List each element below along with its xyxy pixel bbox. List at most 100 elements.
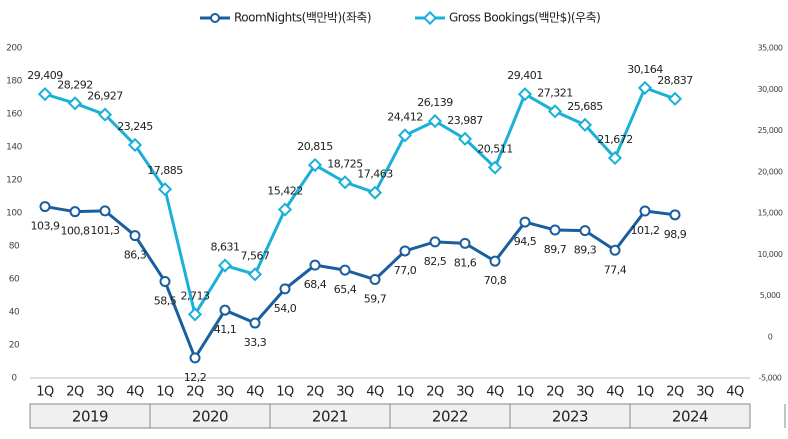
data-label: 23,987 [447, 114, 483, 127]
point [37, 87, 53, 102]
data-label: 27,321 [537, 86, 573, 99]
data-label: 58,5 [154, 294, 177, 307]
point [309, 259, 321, 271]
point [459, 237, 471, 249]
data-label: 8,631 [211, 241, 240, 254]
data-label: 20,511 [477, 143, 513, 156]
data-label: 23,245 [117, 120, 153, 133]
x-tick-label: 3Q [576, 385, 594, 400]
y-tick-label: 20 [9, 341, 20, 351]
legend-label: RoomNights(백만박)(좌축) [234, 11, 371, 25]
point [69, 206, 81, 218]
series-line [44, 86, 676, 319]
point [39, 201, 51, 213]
y-tick-label: 180 [6, 77, 22, 87]
x-tick-label: 1Q [516, 385, 534, 400]
y-tick-label: 140 [6, 143, 22, 153]
x-tick-label: 4Q [246, 385, 264, 400]
y2-tick-label: 10,000 [758, 250, 783, 259]
data-label: 94,5 [514, 235, 537, 248]
point [67, 96, 83, 111]
point [217, 258, 233, 273]
point [97, 107, 113, 122]
point [337, 175, 353, 190]
y-tick-label: 40 [9, 308, 20, 318]
point [607, 150, 623, 166]
data-label: 29,401 [507, 69, 543, 82]
point [519, 216, 531, 228]
y2-tick-label: 30,000 [758, 85, 783, 94]
point [429, 236, 441, 248]
point [187, 307, 203, 322]
x-tick-label: 4Q [126, 385, 144, 400]
point [307, 157, 323, 173]
data-label: 7,567 [241, 249, 270, 262]
point [639, 205, 651, 217]
data-label: 25,685 [567, 100, 603, 113]
point [669, 209, 681, 221]
point [579, 225, 591, 237]
y-tick-label: 0 [11, 374, 17, 384]
point [637, 80, 653, 95]
point [159, 275, 171, 287]
y2-tick-label: 15,000 [758, 209, 783, 218]
legend-marker [422, 10, 438, 26]
legend-label: Gross Bookings(백만$)(우축) [449, 11, 600, 25]
data-label: 89,3 [574, 244, 597, 257]
data-label: 33,3 [244, 336, 267, 349]
point [157, 182, 173, 197]
data-label: 29,409 [27, 69, 63, 82]
y2-tick-label: 0 [768, 332, 773, 341]
point [367, 185, 383, 200]
data-label: 68,4 [304, 278, 327, 291]
data-label: 82,5 [424, 255, 447, 268]
x-tick-label: 2Q [66, 385, 84, 400]
point [189, 352, 201, 364]
x-tick-label: 1Q [276, 385, 294, 400]
data-label: 77,0 [394, 264, 417, 277]
year-label: 2020 [192, 408, 228, 426]
data-label: 20,815 [297, 140, 333, 153]
data-label: 54,0 [274, 302, 297, 315]
year-label: 2019 [72, 408, 108, 426]
legend-marker [210, 13, 220, 23]
point [549, 224, 561, 236]
data-label: 15,422 [267, 185, 303, 198]
point [279, 283, 291, 295]
x-tick-label: 1Q [396, 385, 414, 400]
data-label: 17,463 [357, 168, 393, 181]
data-label: 103,9 [31, 220, 60, 233]
x-tick-label: 2Q [186, 385, 204, 400]
data-label: 26,139 [417, 96, 453, 109]
point [517, 87, 533, 102]
year-label: 2022 [432, 408, 468, 426]
x-tick-label: 4Q [606, 385, 624, 400]
data-label: 70,8 [484, 274, 507, 287]
y2-tick-label: 5,000 [760, 291, 781, 300]
point [247, 267, 263, 282]
data-label: 59,7 [364, 292, 387, 305]
data-label: 30,164 [627, 63, 663, 76]
data-label: 17,885 [147, 164, 183, 177]
data-label: 2,713 [181, 289, 210, 302]
point [547, 104, 563, 119]
point [127, 137, 143, 153]
x-tick-label: 4Q [726, 385, 744, 400]
point [277, 202, 293, 217]
x-tick-label: 4Q [486, 385, 504, 400]
point [427, 114, 443, 129]
x-tick-label: 3Q [456, 385, 474, 400]
point [397, 128, 413, 143]
point [487, 160, 503, 175]
point [399, 245, 411, 257]
point [339, 264, 351, 276]
point [219, 304, 231, 316]
series-line [44, 205, 676, 362]
y2-tick-label: 20,000 [758, 167, 783, 176]
data-label: 101,3 [91, 224, 120, 237]
data-label: 81,6 [454, 256, 477, 269]
point [577, 117, 593, 132]
x-tick-label: 1Q [36, 385, 54, 400]
point [457, 131, 473, 146]
